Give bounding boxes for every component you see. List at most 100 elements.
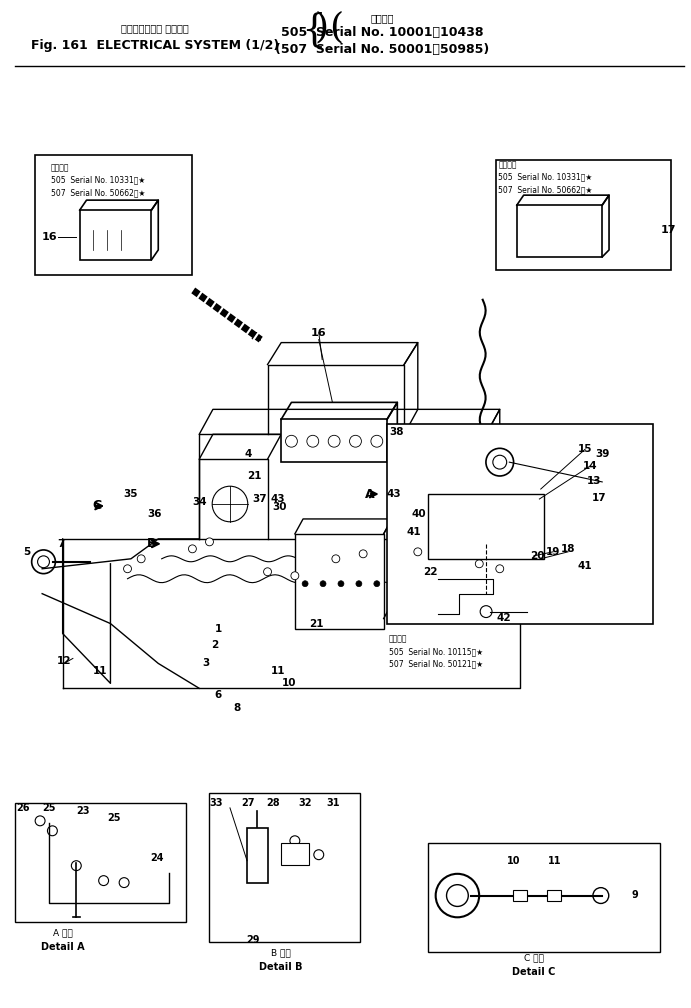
Text: 22: 22 [423, 566, 437, 577]
Circle shape [124, 564, 131, 573]
Text: B 詳細: B 詳細 [272, 948, 291, 957]
Circle shape [374, 581, 380, 587]
Text: 25: 25 [42, 803, 56, 812]
Circle shape [320, 581, 326, 587]
Text: 35: 35 [124, 489, 138, 499]
Text: (507  Serial No. 50001～50985): (507 Serial No. 50001～50985) [275, 43, 489, 56]
Text: 6: 6 [215, 690, 222, 701]
Text: C: C [92, 500, 102, 512]
Text: 適用号機: 適用号機 [51, 163, 70, 172]
Text: 20: 20 [530, 550, 545, 560]
Text: 18: 18 [561, 544, 576, 553]
Text: B: B [146, 537, 156, 550]
Bar [295, 534, 384, 629]
Text: A: A [365, 488, 375, 501]
Bar [496, 160, 670, 270]
Text: 507  Serial No. 50121～★: 507 Serial No. 50121～★ [389, 659, 483, 668]
Text: 9: 9 [632, 889, 638, 899]
Text: 10: 10 [507, 856, 520, 866]
Bar [281, 843, 308, 865]
Text: Detail C: Detail C [512, 968, 556, 978]
Text: 21: 21 [247, 471, 261, 481]
Text: 24: 24 [150, 853, 164, 863]
Bar [428, 494, 544, 558]
Text: 40: 40 [411, 509, 426, 519]
Bar [247, 828, 267, 883]
Text: 8: 8 [233, 704, 240, 714]
Text: 27: 27 [242, 798, 255, 807]
Text: Detail A: Detail A [41, 942, 84, 953]
Text: 10: 10 [282, 678, 296, 688]
Text: 15: 15 [578, 445, 592, 455]
Text: 43: 43 [270, 494, 285, 504]
Text: 29: 29 [246, 935, 259, 946]
Circle shape [356, 581, 362, 587]
Text: {: { [301, 12, 325, 49]
Text: 適用号機: 適用号機 [389, 634, 408, 643]
Text: 適用号機: 適用号機 [370, 13, 394, 23]
Text: 31: 31 [326, 798, 340, 807]
Text: C 詳細: C 詳細 [524, 954, 544, 963]
Text: 38: 38 [389, 427, 404, 437]
Text: 5: 5 [23, 546, 31, 556]
Text: 507  Serial No. 50662～★: 507 Serial No. 50662～★ [498, 185, 593, 195]
Circle shape [302, 581, 308, 587]
Circle shape [205, 538, 214, 545]
Text: 4: 4 [245, 450, 252, 460]
Bar [281, 419, 387, 462]
Bar [387, 424, 654, 624]
Text: 7: 7 [57, 539, 65, 548]
Text: 41: 41 [406, 527, 421, 537]
Text: エレクトリカル システム: エレクトリカル システム [121, 23, 189, 32]
Text: 2: 2 [211, 640, 218, 650]
Text: 34: 34 [192, 497, 207, 507]
Text: 36: 36 [148, 509, 162, 519]
Text: 16: 16 [311, 328, 327, 338]
Text: Fig. 161  ELECTRICAL SYSTEM (1/2): Fig. 161 ELECTRICAL SYSTEM (1/2) [30, 39, 279, 52]
Text: 30: 30 [272, 502, 287, 512]
Bar [35, 155, 192, 275]
Text: 14: 14 [583, 461, 597, 471]
Bar [209, 793, 360, 942]
Text: 505  Serial No. 10001～10438: 505 Serial No. 10001～10438 [281, 26, 484, 39]
Text: 17: 17 [591, 493, 606, 503]
Text: 37: 37 [252, 494, 267, 504]
Bar [428, 843, 661, 953]
Bar [79, 210, 151, 260]
Text: 43: 43 [386, 489, 401, 499]
Text: 適用号機: 適用号機 [498, 160, 517, 169]
Text: 11: 11 [93, 666, 108, 676]
Text: 11: 11 [271, 666, 285, 676]
Text: 505  Serial No. 10331～★: 505 Serial No. 10331～★ [51, 175, 145, 184]
Text: 39: 39 [595, 450, 609, 460]
Text: 26: 26 [17, 803, 30, 812]
Text: 505  Serial No. 10331～★: 505 Serial No. 10331～★ [498, 172, 593, 181]
Circle shape [359, 549, 367, 557]
Bar [517, 205, 603, 257]
Text: 16: 16 [42, 232, 58, 242]
Circle shape [291, 572, 299, 580]
Text: 3: 3 [202, 658, 209, 668]
Text: 21: 21 [310, 619, 324, 629]
Text: 23: 23 [77, 805, 90, 815]
Text: 25: 25 [107, 812, 121, 823]
Circle shape [338, 581, 344, 587]
Circle shape [496, 564, 504, 573]
Text: 33: 33 [209, 798, 223, 807]
Circle shape [448, 545, 456, 552]
Text: 1: 1 [215, 624, 222, 634]
Text: 41: 41 [578, 560, 592, 571]
Text: 42: 42 [497, 613, 511, 623]
Text: (: ( [329, 11, 343, 44]
Circle shape [189, 545, 196, 552]
Text: 13: 13 [587, 476, 601, 486]
Text: 505  Serial No. 10115～★: 505 Serial No. 10115～★ [389, 647, 483, 656]
Bar [547, 890, 561, 901]
Text: 17: 17 [661, 225, 676, 235]
Text: 11: 11 [548, 856, 561, 866]
Text: 32: 32 [299, 798, 312, 807]
Text: ): ) [315, 11, 329, 44]
Circle shape [138, 554, 145, 562]
Circle shape [332, 554, 340, 562]
Text: Detail B: Detail B [259, 963, 303, 973]
